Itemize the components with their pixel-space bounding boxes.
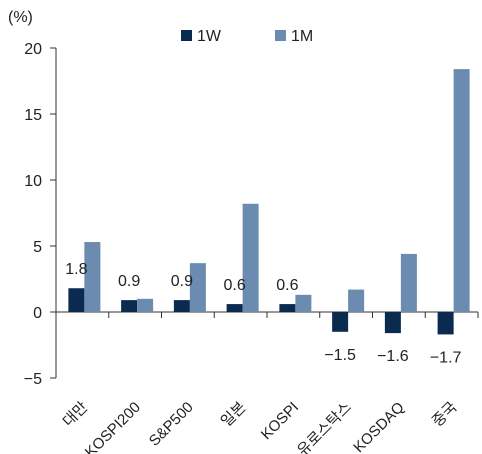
bar-1M-7	[453, 69, 470, 313]
x-category-label: 대만	[60, 399, 92, 431]
bar-1M-4	[295, 294, 312, 312]
bar-1W-6	[384, 312, 401, 334]
bar-1M-5	[348, 289, 365, 312]
legend-swatch-1M	[275, 30, 286, 41]
y-tick-label: 15	[24, 107, 42, 124]
x-category-label: 일본	[218, 399, 250, 431]
x-category-label: 유로스탁스	[294, 399, 355, 454]
x-category-label: KOSDAQ	[350, 399, 407, 454]
data-labels: 1.8 0.9 0.9 0.6 0.6 −1.5 −1.6 −1.7	[65, 261, 461, 366]
y-tick-label: 20	[24, 41, 42, 58]
bar-1W-5	[332, 312, 349, 332]
bar-1W-0	[68, 288, 85, 312]
x-category-label: KOSPI	[258, 399, 302, 443]
data-label: 0.6	[276, 277, 298, 294]
x-category-label: 중국	[429, 399, 461, 431]
x-category-label: KOSPI200	[82, 399, 144, 454]
bar-1M-0	[84, 242, 101, 312]
data-label: 0.9	[171, 273, 193, 290]
bar-1M-3	[242, 203, 259, 312]
data-label: 1.8	[65, 261, 87, 278]
data-label: 0.6	[224, 277, 246, 294]
bar-1W-4	[279, 304, 296, 312]
x-category-label: S&P500	[146, 399, 197, 450]
bar-1M-2	[189, 263, 206, 312]
bar-1W-1	[121, 300, 138, 312]
legend: 1W 1M	[181, 28, 313, 45]
y-tick-label: 10	[24, 173, 42, 190]
y-tick-label: 0	[33, 305, 42, 322]
bar-1M-1	[137, 298, 154, 312]
data-label: −1.6	[377, 348, 409, 365]
legend-label-1W: 1W	[197, 28, 222, 45]
legend-swatch-1W	[181, 30, 192, 41]
bar-1W-2	[173, 300, 190, 312]
y-axis: 20 15 10 5 0 −5	[24, 41, 479, 388]
bar-1W-7	[437, 312, 454, 335]
data-label: −1.5	[324, 347, 356, 364]
bars	[68, 69, 470, 335]
y-tick-label: −5	[24, 371, 42, 388]
legend-label-1M: 1M	[291, 28, 313, 45]
bar-1W-3	[226, 304, 243, 312]
y-tick-label: 5	[33, 239, 42, 256]
data-label: −1.7	[430, 349, 462, 366]
data-label: 0.9	[118, 273, 140, 290]
y-unit-label: (%)	[8, 9, 33, 26]
bar-1M-6	[400, 253, 417, 312]
